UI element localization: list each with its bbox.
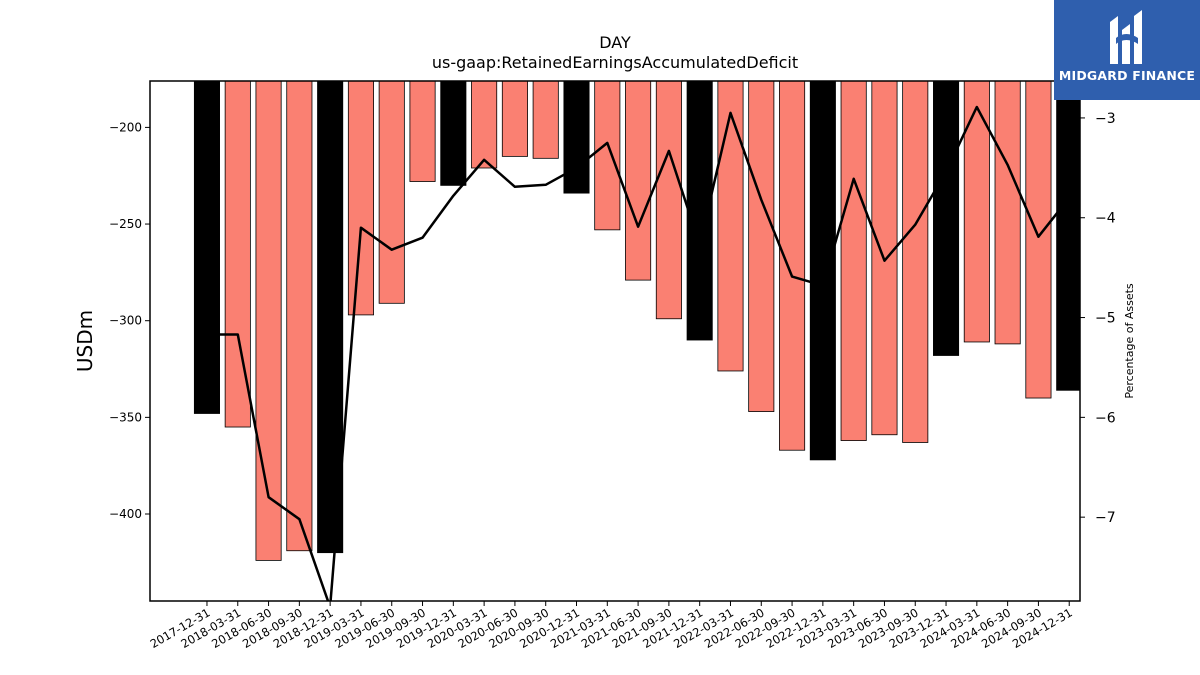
bar-2022-09-30 xyxy=(779,81,806,451)
line-group xyxy=(207,105,1071,601)
y2-tick-label: −5 xyxy=(1095,311,1116,327)
y-tick-label: −400 xyxy=(109,507,142,521)
y2-tick-label: −4 xyxy=(1095,211,1116,227)
bar-2018-09-30 xyxy=(286,81,313,552)
bar-2024-03-31 xyxy=(963,81,990,343)
bar-2018-12-31 xyxy=(317,81,344,554)
bar-2017-12-31 xyxy=(193,81,220,414)
y2-tick-label: −3 xyxy=(1095,111,1116,127)
bar-2020-03-31 xyxy=(471,81,498,169)
bar-2019-09-30 xyxy=(409,81,436,182)
bar-2023-03-31 xyxy=(840,81,867,441)
bar-2021-06-30 xyxy=(625,81,652,281)
bar-2023-09-30 xyxy=(902,81,929,443)
bar-2018-03-31 xyxy=(224,81,251,428)
bar-2019-03-31 xyxy=(347,81,374,316)
bar-2024-09-30 xyxy=(1025,81,1052,399)
y2-tick-label: −6 xyxy=(1095,410,1116,426)
y-tick-label: −250 xyxy=(109,217,142,231)
bar-2019-12-31 xyxy=(440,81,467,186)
bar-2019-06-30 xyxy=(378,81,405,304)
bar-2021-09-30 xyxy=(655,81,682,320)
y-tick-label: −350 xyxy=(109,410,142,424)
bar-2020-12-31 xyxy=(563,81,590,194)
bar-2020-09-30 xyxy=(532,81,559,159)
bar-2020-06-30 xyxy=(501,81,528,157)
y-tick-label: −200 xyxy=(109,120,142,134)
percentage-line xyxy=(207,105,1071,601)
brand-logo: MIDGARD FINANCE xyxy=(1054,0,1200,100)
bar-2021-03-31 xyxy=(594,81,621,231)
bars-group xyxy=(193,81,1080,561)
y2-tick-label: −7 xyxy=(1095,510,1116,526)
bar-2024-12-31 xyxy=(1056,81,1080,391)
midgard-logo-icon xyxy=(1110,10,1142,64)
bar-2022-03-31 xyxy=(717,81,744,372)
chart-title: DAY xyxy=(599,33,631,52)
logo-text: MIDGARD FINANCE xyxy=(1058,68,1196,83)
bar-2023-12-31 xyxy=(933,81,960,356)
y2-axis-label: Percentage of Assets xyxy=(1123,283,1136,399)
bar-2022-12-31 xyxy=(809,81,836,461)
plot-frame xyxy=(149,80,1081,602)
y-tick-label: −300 xyxy=(109,314,142,328)
chart-subtitle: us-gaap:RetainedEarningsAccumulatedDefic… xyxy=(432,53,798,72)
bar-2024-06-30 xyxy=(994,81,1021,345)
bar-2018-06-30 xyxy=(255,81,282,561)
y-axis-label: USDm xyxy=(73,310,97,372)
bar-2022-06-30 xyxy=(748,81,775,412)
